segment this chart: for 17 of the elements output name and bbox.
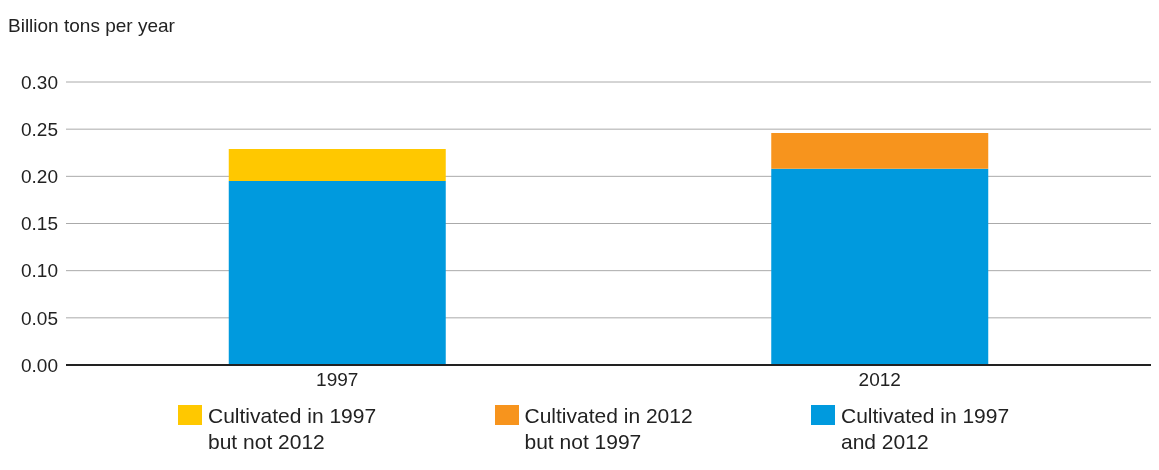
y-tick-label: 0.20 — [21, 166, 58, 188]
y-tick-label: 0.05 — [21, 307, 58, 329]
y-tick-label: 0.15 — [21, 213, 58, 235]
legend-label: Cultivated in 1997 but not 2012 — [208, 403, 378, 455]
bar — [771, 168, 989, 365]
legend-label: Cultivated in 1997 and 2012 — [841, 403, 1011, 455]
bar — [771, 132, 989, 169]
y-tick-label: 0.10 — [21, 260, 58, 282]
bar — [228, 181, 446, 365]
bar — [228, 148, 446, 182]
legend-label: Cultivated in 2012 but not 1997 — [524, 403, 694, 455]
y-tick-label: 0.25 — [21, 118, 58, 140]
x-tick-label: 2012 — [858, 369, 901, 391]
y-axis-title: Billion tons per year — [8, 14, 176, 38]
y-tick-label: 0.30 — [21, 71, 58, 93]
y-tick-label: 0.00 — [21, 354, 58, 376]
x-tick-label: 1997 — [316, 369, 359, 391]
